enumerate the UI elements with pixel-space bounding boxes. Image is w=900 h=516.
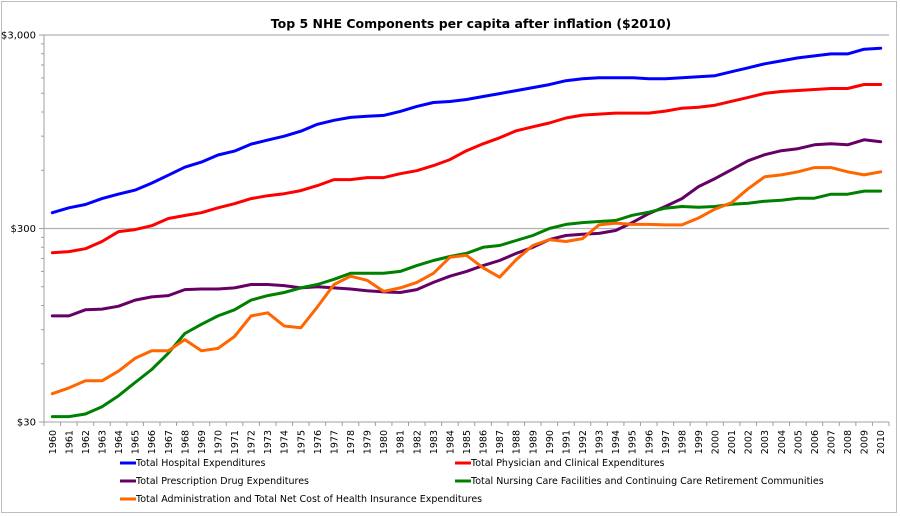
x-tick-label: 1990 [545,430,556,454]
x-tick-label: 2000 [711,430,722,454]
legend-label: Total Nursing Care Facilities and Contin… [470,476,824,487]
series-line [50,189,883,419]
x-tick-label: 1968 [180,430,191,454]
x-tick-label: 1994 [611,430,622,454]
x-tick-label: 1973 [263,430,274,454]
x-tick-label: 1972 [247,430,258,454]
x-tick-label: 1961 [64,430,75,454]
x-tick-label: 1976 [313,430,324,454]
legend-item: Total Administration and Total Net Cost … [120,494,482,505]
y-tick-label: $3,000 [1,31,36,42]
x-tick-label: 1998 [677,430,688,454]
x-tick-label: 1978 [346,430,357,454]
x-tick-label: 1964 [114,430,125,454]
x-tick-label: 1975 [296,430,307,454]
x-tick-label: 1981 [396,430,407,454]
x-axis-ticks: 1960 1961 1962 1963 1964 1965 1966 1967 1968 1969… [43,422,890,454]
x-tick-label: 1985 [462,430,473,454]
x-tick-label: 1992 [578,430,589,454]
series-line [50,83,883,255]
legend-item: Total Physician and Clinical Expenditure… [455,458,665,469]
x-tick-label: 1988 [512,430,523,454]
x-tick-label: 1993 [595,430,606,454]
x-tick-label: 1997 [661,430,672,454]
x-tick-label: 1970 [213,430,224,454]
x-tick-label: 1979 [363,430,374,454]
x-tick-label: 1983 [429,430,440,454]
series-3 [50,189,883,419]
series-lines [50,46,883,419]
x-tick-label: 2004 [777,430,788,454]
series-2 [50,138,883,318]
y-tick-label: $30 [17,418,36,429]
legend-label: Total Physician and Clinical Expenditure… [470,458,665,469]
y-axis-ticks: $3,000 $300 $30 [1,31,44,429]
x-tick-label: 1995 [628,430,639,454]
x-tick-label: 2005 [793,430,804,454]
y-tick-label: $300 [11,224,36,235]
x-tick-label: 1989 [528,430,539,454]
legend-item: Total Nursing Care Facilities and Contin… [455,476,824,487]
legend-label: Total Administration and Total Net Cost … [135,494,482,505]
x-tick-label: 1971 [230,430,241,454]
x-tick-label: 1982 [412,430,423,454]
legend-item: Total Hospital Expenditures [120,458,265,469]
x-tick-label: 1980 [379,430,390,454]
x-tick-label: 1960 [48,430,59,454]
gridlines [44,34,889,230]
x-tick-label: 1966 [147,430,158,454]
x-tick-label: 1999 [694,430,705,454]
x-tick-label: 2006 [810,430,821,454]
series-0 [50,46,883,215]
legend-item: Total Prescription Drug Expenditures [120,476,309,487]
chart-title: Top 5 NHE Components per capita after in… [271,16,672,31]
series-1 [50,83,883,255]
x-tick-label: 1963 [97,430,108,454]
series-line [50,46,883,215]
x-tick-label: 2007 [827,430,838,454]
x-tick-label: 1984 [445,430,456,454]
x-tick-label: 2003 [760,430,771,454]
x-tick-label: 1965 [131,430,142,454]
x-tick-label: 1969 [197,430,208,454]
x-tick-label: 1974 [280,430,291,454]
x-tick-label: 2008 [843,430,854,454]
legend: Total Hospital Expenditures Total Physici… [120,458,824,505]
x-tick-label: 1962 [81,430,92,454]
x-tick-label: 1996 [644,430,655,454]
x-tick-label: 2010 [876,430,887,454]
x-tick-label: 2002 [744,430,755,454]
x-tick-label: 2009 [860,430,871,454]
series-line [50,138,883,318]
series-4 [50,166,883,396]
x-tick-label: 2001 [727,430,738,454]
legend-label: Total Prescription Drug Expenditures [135,476,309,487]
x-tick-label: 1977 [329,430,340,454]
x-tick-label: 1967 [164,430,175,454]
x-tick-label: 1991 [561,430,572,454]
x-tick-label: 1987 [495,430,506,454]
legend-label: Total Hospital Expenditures [135,458,265,469]
x-tick-label: 1986 [479,430,490,454]
